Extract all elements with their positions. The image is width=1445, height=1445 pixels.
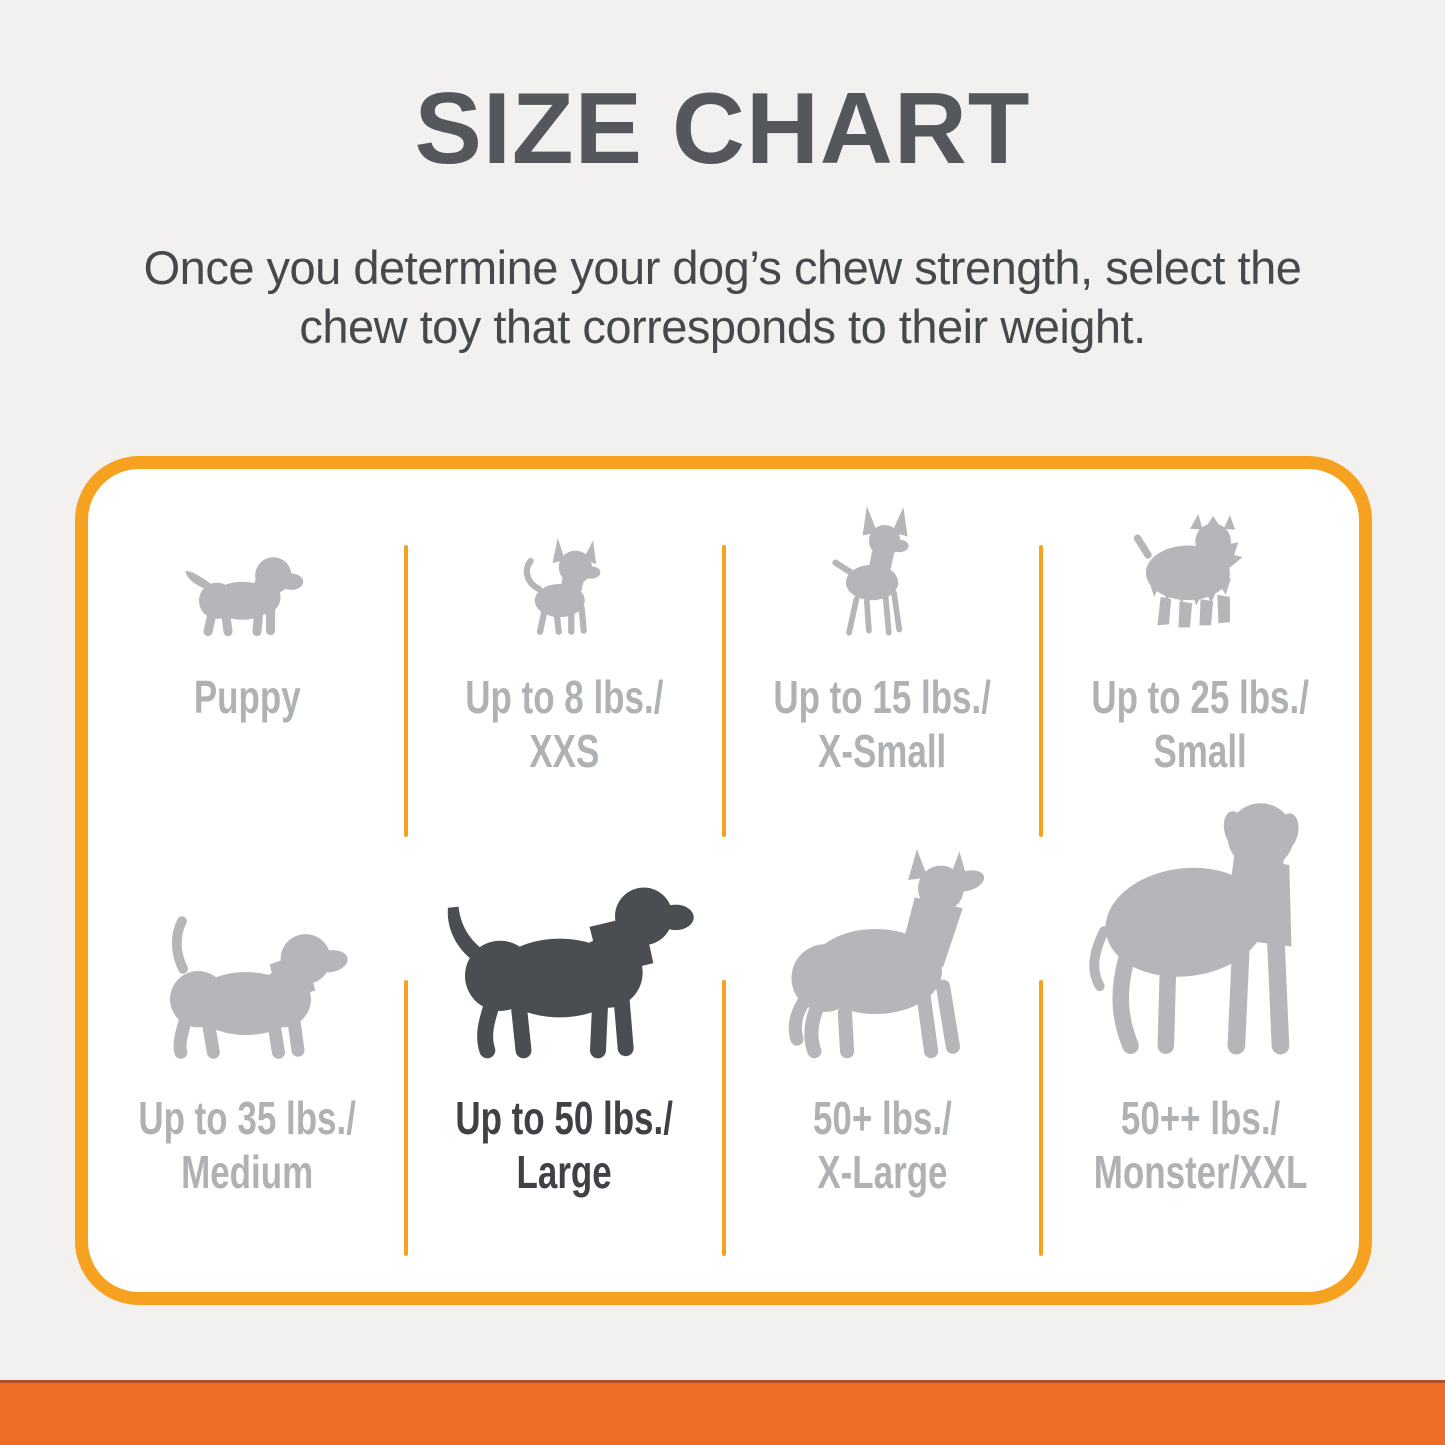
subtitle-line-2: chew toy that corresponds to their weigh… [299,300,1146,354]
size-label-large: Up to 50 lbs./ Large [455,1092,674,1198]
puppy-dog-icon [185,557,304,637]
chihuahua-dog-icon [523,538,600,635]
cell-puppy: Puppy [88,469,406,859]
min-pin-dog-icon [832,506,909,636]
bottom-accent-bar [0,1380,1445,1445]
cell-small: Up to 25 lbs./ Small [1041,469,1359,859]
shepherd-dog-icon [789,849,985,1059]
size-label-xxl: 50++ lbs./ Monster/XXL [1093,1092,1307,1198]
size-label-xxs: Up to 8 lbs./ XXS [465,671,664,777]
size-label-xsmall: Up to 15 lbs./ X-Small [773,671,992,777]
divider [721,545,726,837]
beagle-dog-icon [169,916,348,1059]
size-chart-panel: Puppy [75,456,1372,1305]
cell-xsmall: Up to 15 lbs./ X-Small [724,469,1042,859]
size-label-xlarge: 50+ lbs./ X-Large [812,1092,952,1198]
divider [403,980,408,1256]
cell-xxl: 50++ lbs./ Monster/XXL [1041,803,1359,1292]
page-title: SIZE CHART [414,73,1031,185]
labrador-dog-icon [447,887,694,1059]
cell-xxs: Up to 8 lbs./ XXS [406,469,724,859]
divider [721,980,726,1256]
size-label-medium: Up to 35 lbs./ Medium [138,1092,356,1198]
subtitle: Once you determine your dog’s chew stren… [0,238,1445,356]
divider [1039,980,1044,1256]
cell-large: Up to 50 lbs./ Large [406,859,724,1292]
size-grid: Puppy [88,469,1359,1292]
terrier-dog-icon [1133,514,1243,628]
divider [1039,545,1044,837]
great-dane-dog-icon [1089,803,1299,1055]
size-label-small: Up to 25 lbs./ Small [1091,671,1309,777]
size-label-puppy: Puppy [193,671,301,723]
cell-medium: Up to 35 lbs./ Medium [88,859,406,1292]
divider [403,545,408,837]
cell-xlarge: 50+ lbs./ X-Large [724,849,1042,1292]
subtitle-line-1: Once you determine your dog’s chew stren… [143,241,1302,294]
